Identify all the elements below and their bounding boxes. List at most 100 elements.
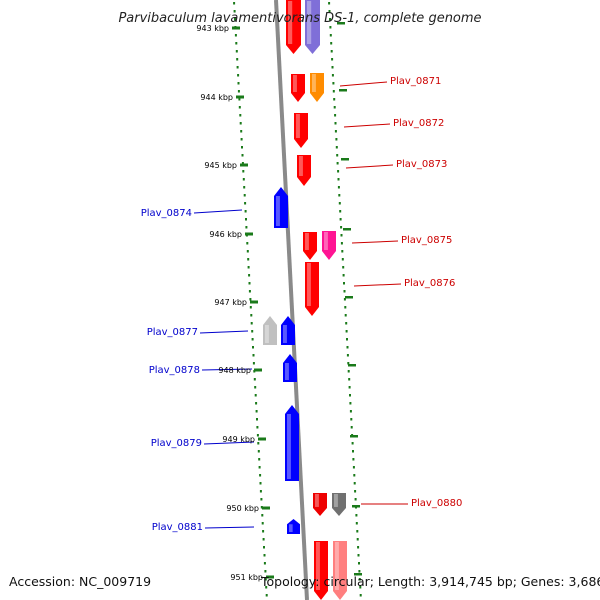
guide-dot: [334, 130, 337, 133]
gene-arrow-14[interactable]: [285, 405, 299, 481]
guide-dot: [247, 258, 250, 261]
guide-dot: [337, 178, 340, 181]
gene-arrow-11[interactable]: [263, 316, 277, 345]
gene-arrow-15[interactable]: [313, 493, 327, 516]
guide-dot: [249, 306, 252, 309]
minor-tick-6: [348, 364, 356, 367]
gene-arrow-18[interactable]: [314, 541, 328, 600]
guide-dot: [342, 266, 345, 269]
guide-dot: [242, 170, 245, 173]
gene-arrow-body: [314, 541, 328, 600]
gene-arrow-body: [313, 493, 327, 516]
gene-arrow-body: [303, 232, 317, 260]
minor-tick-2: [339, 89, 347, 92]
guide-dot: [250, 314, 253, 317]
gene-arrow-17[interactable]: [287, 519, 300, 534]
gene-arrow-10[interactable]: [305, 262, 319, 316]
guide-dot: [255, 402, 258, 405]
gene-label-plav-0879[interactable]: Plav_0879: [151, 438, 202, 449]
guide-dot: [340, 234, 343, 237]
guide-dot: [340, 226, 343, 229]
gene-arrow-1[interactable]: [286, 0, 301, 54]
gene-arrow-3[interactable]: [291, 74, 305, 102]
gene-label-plav-0877[interactable]: Plav_0877: [147, 327, 198, 338]
guide-dot: [246, 242, 249, 245]
gene-label-plav-0876[interactable]: Plav_0876: [404, 278, 455, 289]
gene-arrow-4[interactable]: [310, 73, 324, 102]
guide-dot: [338, 194, 341, 197]
gene-label-plav-0872[interactable]: Plav_0872: [393, 118, 444, 129]
kbp-labels: 943 kbp 944 kbp 945 kbp 946 kbp 947 kbp 948 k…: [196, 24, 263, 582]
guide-dot: [240, 138, 243, 141]
guide-dot: [346, 354, 349, 357]
gene-arrow-body: [333, 541, 347, 600]
gene-label-plav-0880[interactable]: Plav_0880: [411, 498, 462, 509]
gene-arrow-body: [322, 231, 336, 260]
gene-label-plav-0875[interactable]: Plav_0875: [401, 235, 452, 246]
guide-dot: [241, 162, 244, 165]
gene-arrow-2[interactable]: [305, 0, 320, 54]
gene-arrow-highlight: [335, 542, 339, 590]
guide-dot: [263, 562, 266, 565]
guide-dot: [359, 586, 362, 589]
gene-arrow-16[interactable]: [332, 493, 346, 516]
guide-dot: [332, 90, 335, 93]
guide-dot: [357, 554, 360, 557]
gene-arrow-highlight: [287, 414, 291, 479]
gene-label-plav-0878[interactable]: Plav_0878: [149, 365, 200, 376]
gene-arrow-highlight: [293, 75, 297, 92]
minor-tick-1: [337, 22, 345, 25]
gene-arrow-highlight: [334, 494, 338, 507]
gene-arrow-body: [281, 316, 295, 345]
gene-arrow-9[interactable]: [322, 231, 336, 260]
guide-dot: [235, 50, 238, 53]
guide-dot: [357, 546, 360, 549]
gene-arrow-12[interactable]: [281, 316, 295, 345]
guide-dot: [345, 330, 348, 333]
gene-arrow-5[interactable]: [294, 113, 308, 148]
guide-dot: [333, 98, 336, 101]
gene-arrow-highlight: [285, 363, 289, 380]
guide-dot: [246, 250, 249, 253]
guide-dot: [343, 298, 346, 301]
kbp-tick-9: [266, 575, 274, 579]
guide-dot: [355, 522, 358, 525]
leader-line-plav-0876: [353, 283, 402, 287]
kbp-tick-3: [240, 163, 248, 167]
guide-dot: [348, 378, 351, 381]
gene-label-plav-0873[interactable]: Plav_0873: [396, 159, 447, 170]
gene-label-plav-0871[interactable]: Plav_0871: [390, 76, 441, 87]
guide-dot: [349, 394, 351, 397]
guide-dot: [253, 378, 256, 381]
gene-arrow-7[interactable]: [274, 187, 288, 228]
gene-arrow-8[interactable]: [303, 232, 317, 260]
gene-arrow-body: [305, 0, 320, 54]
gene-arrow-6[interactable]: [297, 155, 311, 186]
kbp-tick-7: [258, 437, 266, 441]
kbp-tick-5: [250, 300, 258, 304]
gene-arrow-13[interactable]: [283, 354, 297, 382]
guide-dot: [256, 434, 259, 437]
guide-dot: [236, 66, 239, 69]
guide-dot: [329, 34, 332, 37]
gene-arrow-body: [285, 405, 299, 481]
guide-dot: [336, 162, 339, 165]
guide-dot: [256, 426, 259, 429]
guide-dot: [351, 442, 354, 445]
gene-arrow-19[interactable]: [333, 541, 347, 600]
guide-dot: [239, 114, 242, 117]
guide-dot: [340, 242, 343, 245]
guide-dot: [259, 474, 262, 477]
guide-dot: [334, 122, 337, 125]
guide-dot: [247, 266, 250, 269]
gene-label-plav-0874[interactable]: Plav_0874: [141, 208, 192, 219]
guide-dot: [330, 50, 333, 53]
guide-dot: [331, 58, 334, 61]
gene-arrow-highlight: [283, 325, 287, 343]
guide-dot: [342, 274, 345, 277]
gene-label-plav-0881[interactable]: Plav_0881: [152, 522, 203, 533]
guide-dot: [249, 298, 252, 301]
guide-dot: [264, 570, 267, 573]
gene-arrow-highlight: [296, 114, 300, 138]
